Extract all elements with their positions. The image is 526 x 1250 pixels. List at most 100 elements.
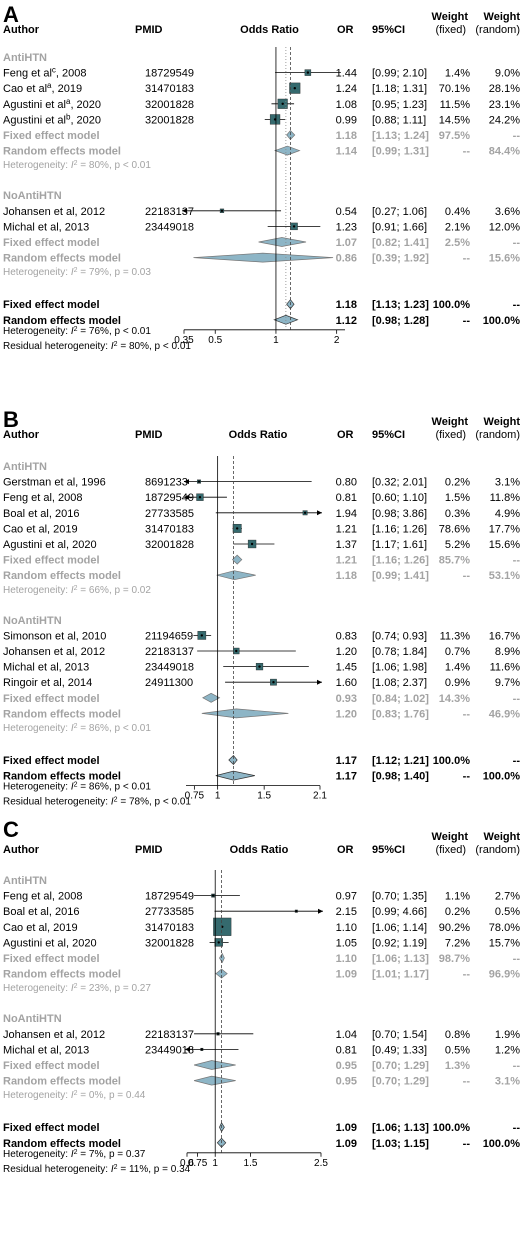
study-row-0-2-arrow-right	[317, 510, 322, 516]
study-row-0-3-pmid: 31470183	[145, 523, 194, 535]
study-row-1-0-weight-random: 1.9%	[495, 1029, 520, 1041]
group-random-label-1: Random effects model	[3, 253, 121, 265]
group-fixed-1-weight-random: --	[513, 1060, 521, 1072]
study-row-1-0-ci: [0.27; 1.06]	[372, 206, 427, 218]
het-prefix: Heterogeneity:	[3, 983, 71, 994]
header-or: OR	[337, 844, 354, 856]
overall-heterogeneity-i2: 76%	[89, 326, 109, 337]
study-row-0-3-weight-random: 17.7%	[489, 523, 520, 535]
residual-heterogeneity-i: I	[111, 341, 114, 352]
study-row-0-0-point	[197, 480, 201, 483]
het-i2-eq: =	[78, 983, 89, 994]
study-row-1-3-or: 1.60	[336, 677, 357, 689]
residual-heterogeneity: Residual heterogeneity: I2 = 80%, p < 0.…	[3, 340, 191, 352]
overall-heterogeneity-sep: ,	[103, 1149, 109, 1160]
group-random-0-diamond	[274, 145, 301, 156]
group-fixed-0-or: 1.21	[336, 555, 357, 567]
overall-fixed-label: Fixed effect model	[3, 755, 100, 767]
group-random-0-or: 1.18	[336, 570, 357, 582]
study-row-0-0-pmid: 8691233	[145, 477, 188, 489]
group-random-0-or: 1.14	[336, 146, 358, 158]
study-row-0-1-weight-fixed: 70.1%	[439, 83, 470, 95]
study-author: Michal et al, 2013	[3, 662, 89, 674]
overall-heterogeneity-pre: Heterogeneity:	[3, 782, 71, 793]
het-i2-symbol: I	[71, 267, 74, 278]
header-ci: 95%CI	[372, 844, 405, 856]
study-row-0-0-weight-fixed: 1.1%	[445, 891, 470, 903]
overall-random-label: Random effects model	[3, 771, 121, 783]
group-fixed-0-ci: [1.06; 1.13]	[372, 953, 429, 965]
study-row-0-2-weight-fixed: 90.2%	[439, 922, 470, 934]
group-random-label-0: Random effects model	[3, 146, 121, 158]
study-superscript: a	[66, 96, 71, 105]
overall-random-label: Random effects model	[3, 315, 121, 327]
study-row-0-1-point	[295, 910, 298, 913]
group-random-0-ci: [0.99; 1.31]	[372, 146, 429, 158]
header-weight-fixed: Weight	[432, 11, 469, 23]
study-superscript: a	[47, 81, 52, 90]
overall-heterogeneity: Heterogeneity: I2 = 86%, p < 0.01	[3, 781, 151, 793]
overall-fixed-or: 1.18	[336, 299, 357, 311]
study-author: Michal et al, 2013	[3, 221, 89, 233]
study-row-1-1-author: Johansen et al, 2012	[3, 646, 105, 658]
study-row-0-1-point	[293, 87, 296, 90]
group-heterogeneity-0: Heterogeneity: I2 = 80%, p < 0.01	[3, 160, 151, 172]
study-author: Simonson et al, 2010	[3, 630, 106, 642]
overall-heterogeneity-sup: 2	[74, 781, 78, 788]
study-row-0-0-weight-random: 3.1%	[495, 477, 520, 489]
header-random: (random)	[475, 429, 520, 441]
study-row-0-2-or: 1.08	[336, 99, 357, 111]
study-superscript: b	[66, 112, 71, 121]
study-row-1-1-or: 1.20	[336, 646, 357, 658]
overall-fixed-weight-fixed: 100.0%	[433, 299, 471, 311]
header-pmid: PMID	[135, 24, 163, 36]
group-random-0-weight-fixed: --	[463, 570, 471, 582]
study-row-1-0-point	[216, 1032, 220, 1035]
het-i2-eq: =	[78, 267, 89, 278]
study-year: , 2020	[70, 99, 101, 111]
study-row-1-1-point	[292, 225, 296, 228]
residual-heterogeneity: Residual heterogeneity: I2 = 78%, p < 0.…	[3, 796, 191, 808]
study-row-0-3-author: Cao et al, 2019	[3, 523, 78, 535]
study-year: , 2008	[56, 68, 87, 80]
header-weight-fixed: Weight	[432, 416, 469, 428]
group-random-label-1: Random effects model	[3, 1076, 121, 1088]
study-row-0-4-or: 1.37	[336, 539, 357, 551]
study-row-0-2-point	[303, 511, 307, 514]
group-fixed-0-ci: [1.16; 1.26]	[372, 555, 429, 567]
het-i2-exp: 2	[74, 584, 78, 591]
study-row-1-3-weight-fixed: 0.9%	[445, 677, 470, 689]
het-prefix: Heterogeneity:	[3, 160, 71, 171]
study-row-0-3-weight-fixed: 14.5%	[439, 114, 470, 126]
study-row-1-1-point	[200, 1048, 204, 1051]
study-author: Cao et al	[3, 83, 47, 95]
study-row-1-0-weight-random: 16.7%	[489, 630, 520, 642]
overall-random-ci: [1.03; 1.15]	[372, 1138, 429, 1150]
group-heterogeneity-1: Heterogeneity: I2 = 79%, p = 0.03	[3, 267, 151, 279]
forest-plot-c-svg: C Weight Weight Author PMID Odds Ratio OR 95%CI…	[3, 817, 521, 1175]
study-row-0-3-ci: [1.16; 1.26]	[372, 523, 427, 535]
header-pmid: PMID	[135, 844, 163, 856]
study-row-1-2-weight-random: 11.6%	[490, 662, 521, 674]
study-row-0-3-author: Agustini et alb, 2020	[3, 112, 101, 127]
header-weight-random: Weight	[484, 11, 521, 23]
residual-heterogeneity-sep: ,	[149, 797, 155, 808]
study-row-0-1-weight-fixed: 1.5%	[445, 492, 470, 504]
study-author: Johansen et al, 2012	[3, 206, 105, 218]
group-random-1-ci: [0.83; 1.76]	[372, 708, 429, 720]
forest-plot-b-svg: B Weight Weight Author PMID Odds Ratio OR 95%CI…	[3, 407, 521, 808]
overall-heterogeneity-eq: =	[78, 326, 89, 337]
het-i2-symbol: I	[71, 723, 74, 734]
study-row-1-2-ci: [1.06; 1.98]	[372, 662, 427, 674]
group-label-0: AntiHTN	[3, 461, 47, 473]
study-author: Agustini et al	[3, 99, 66, 111]
residual-heterogeneity-sup: 2	[114, 1163, 118, 1170]
study-row-0-3-weight-random: 24.2%	[489, 114, 520, 126]
het-p-value: p < 0.01	[115, 160, 152, 171]
header-author: Author	[3, 24, 40, 36]
group-random-1-or: 0.86	[336, 253, 357, 265]
group-random-label-0: Random effects model	[3, 570, 121, 582]
study-row-0-4-author: Agustini et al, 2020	[3, 539, 97, 551]
overall-heterogeneity: Heterogeneity: I2 = 76%, p < 0.01	[3, 325, 151, 337]
study-row-0-0-weight-random: 2.7%	[495, 891, 520, 903]
